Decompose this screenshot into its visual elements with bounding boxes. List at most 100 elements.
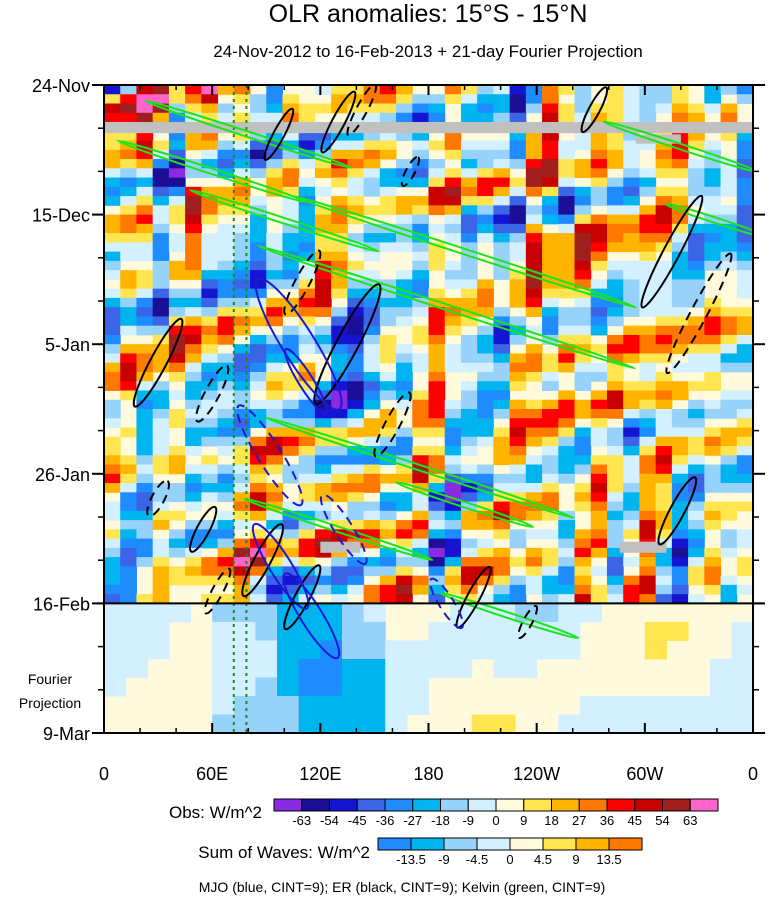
heat-cell xyxy=(282,297,300,308)
heat-cell xyxy=(347,159,365,169)
heat-cell xyxy=(298,103,316,114)
heat-cell xyxy=(396,584,413,595)
heat-cell xyxy=(282,446,300,456)
heat-cell xyxy=(590,409,608,419)
heat-cell xyxy=(104,371,121,382)
heat-cell xyxy=(720,362,738,373)
heat-cell xyxy=(298,575,316,586)
heat-cell xyxy=(347,242,365,253)
heat-cell xyxy=(136,557,154,567)
heat-cell xyxy=(655,455,673,466)
heat-cell xyxy=(720,464,738,475)
heat-cell xyxy=(379,446,397,456)
heat-cell xyxy=(347,492,365,503)
y-tick-label: 26-Jan xyxy=(35,465,90,485)
projection-cell xyxy=(125,621,148,641)
heat-cell xyxy=(233,177,251,188)
heat-cell xyxy=(460,205,478,216)
heat-cell xyxy=(201,334,219,345)
heat-cell xyxy=(477,547,494,558)
heat-cell xyxy=(347,344,365,354)
heat-cell xyxy=(120,381,137,391)
heat-cell xyxy=(412,334,429,345)
heat-cell xyxy=(282,94,300,105)
heat-cell xyxy=(444,362,462,373)
heat-cell xyxy=(477,575,494,586)
heat-cell xyxy=(704,399,722,410)
heat-cell xyxy=(233,594,251,604)
heat-cell xyxy=(558,353,576,364)
heat-cell xyxy=(331,344,348,354)
heat-cell xyxy=(185,251,202,262)
heat-cell xyxy=(250,168,267,179)
heat-cell xyxy=(460,492,478,503)
heat-cell xyxy=(233,168,251,179)
heat-cell xyxy=(120,584,137,595)
heat-cell xyxy=(558,538,576,549)
projection-cell xyxy=(579,603,603,623)
heat-cell xyxy=(298,483,316,493)
heat-cell xyxy=(493,409,511,419)
heat-cell xyxy=(671,594,689,604)
heat-cell xyxy=(525,344,543,354)
heat-cell xyxy=(477,325,494,336)
heat-cell xyxy=(298,492,316,503)
heat-cell xyxy=(233,353,251,364)
heat-cell xyxy=(396,390,413,401)
heat-cell xyxy=(396,473,413,484)
heat-cell xyxy=(347,399,365,410)
heat-cell xyxy=(120,566,137,577)
heat-cell xyxy=(152,547,170,558)
heat-cell xyxy=(460,196,478,206)
heat-cell xyxy=(412,510,429,521)
heat-cell xyxy=(250,473,267,484)
heat-cell xyxy=(250,344,267,354)
heat-cell xyxy=(396,85,413,95)
heat-cell xyxy=(201,418,219,429)
heat-cell xyxy=(574,186,592,197)
heat-cell xyxy=(655,94,673,105)
heat-cell xyxy=(509,103,527,114)
heat-cell xyxy=(736,242,753,253)
heat-cell xyxy=(314,529,332,540)
heat-cell xyxy=(493,353,511,364)
heat-cell xyxy=(379,140,397,151)
heat-cell xyxy=(185,409,202,419)
heat-cell xyxy=(704,371,722,382)
heat-cell xyxy=(331,140,348,151)
heat-cell xyxy=(688,242,705,253)
heat-cell xyxy=(542,557,559,567)
heat-cell xyxy=(460,168,478,179)
colorbar-swatch xyxy=(273,798,303,812)
er-contour xyxy=(195,364,230,423)
colorbar-tick-label: 0 xyxy=(492,813,499,828)
heat-cell xyxy=(201,344,219,354)
heat-cell xyxy=(298,279,316,290)
heat-cell xyxy=(688,168,705,179)
heat-cell xyxy=(525,251,543,262)
heat-cell xyxy=(347,381,365,391)
heat-cell xyxy=(606,316,624,327)
heat-cell xyxy=(331,427,348,438)
heat-cell xyxy=(720,409,738,419)
heat-cell xyxy=(379,297,397,308)
heat-cell xyxy=(720,446,738,456)
heat-cell xyxy=(201,594,219,604)
heat-cell xyxy=(525,399,543,410)
heat-cell xyxy=(704,223,722,234)
heat-cell xyxy=(266,233,283,243)
heat-cell xyxy=(688,446,705,456)
heat-cell xyxy=(525,186,543,197)
heat-cell xyxy=(379,492,397,503)
heat-cell xyxy=(104,223,121,234)
heat-cell xyxy=(493,159,511,169)
heat-cell xyxy=(477,140,494,151)
projection-cell xyxy=(125,658,148,678)
colorbar-tick-label: 54 xyxy=(655,813,669,828)
heat-cell xyxy=(704,473,722,484)
heat-cell xyxy=(460,520,478,530)
heat-cell xyxy=(217,251,235,262)
heat-cell xyxy=(266,177,283,188)
heat-cell xyxy=(736,483,753,493)
